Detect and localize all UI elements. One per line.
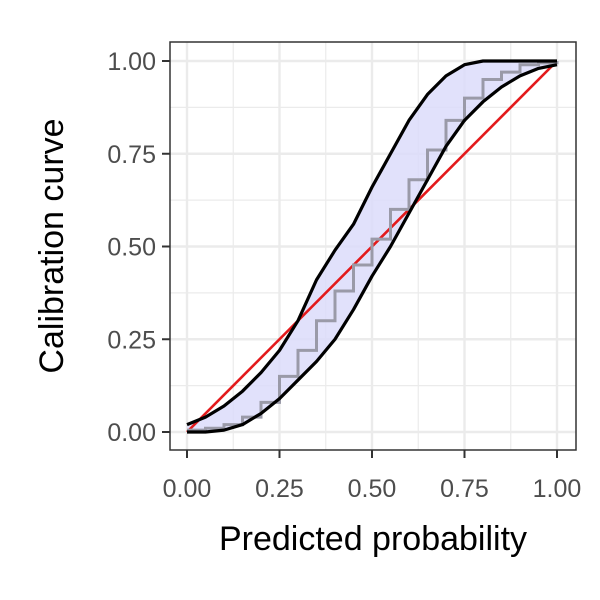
upper-bound-line bbox=[186, 59, 557, 427]
y-tick-label: 0.00 bbox=[107, 419, 156, 447]
x-axis-title: Predicted probability bbox=[219, 520, 527, 558]
lower-bound-line bbox=[187, 63, 558, 434]
x-ticks: 0.00 0.25 0.50 0.75 1.00 bbox=[163, 450, 582, 503]
x-tick-label: 0.50 bbox=[348, 475, 397, 503]
x-tick-label: 0.00 bbox=[163, 475, 212, 503]
y-tick-label: 0.50 bbox=[107, 234, 156, 262]
y-ticks: 0.00 0.25 0.50 0.75 1.00 bbox=[107, 48, 170, 447]
y-axis-title: Calibration curve bbox=[33, 118, 71, 373]
y-tick-label: 0.25 bbox=[107, 326, 156, 354]
y-tick-label: 0.75 bbox=[107, 141, 156, 169]
x-tick-label: 1.00 bbox=[533, 475, 582, 503]
y-tick-label: 1.00 bbox=[107, 48, 156, 76]
x-tick-label: 0.25 bbox=[255, 475, 304, 503]
x-tick-label: 0.75 bbox=[440, 475, 489, 503]
band-outlines bbox=[186, 59, 558, 434]
